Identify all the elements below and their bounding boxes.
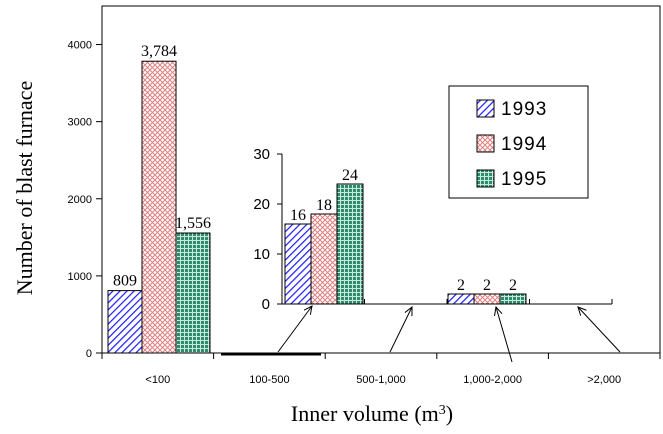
inset-bar-1994-100-500: [310, 213, 338, 305]
legend-swatch-1995: [476, 169, 495, 188]
data-label-1994-<100: 3,784: [141, 43, 177, 60]
bar-1993-<100: [107, 290, 143, 354]
inset-pointer-line: [577, 306, 621, 353]
inset-y-tick-label: 0: [262, 296, 270, 313]
inset-y-tick-label: 30: [253, 146, 270, 163]
legend-swatch-1993: [476, 99, 495, 118]
inset-pointer-arrowhead: [404, 305, 413, 317]
x-tick-label: 1,000-2,000: [463, 374, 522, 386]
inset-pointer-line: [389, 306, 413, 353]
y-tick-label: 0: [86, 348, 92, 360]
inset-pointer-arrowhead: [577, 306, 587, 316]
y-tick-label: 2000: [68, 194, 92, 206]
inset-data-label-1994-1,000-2,000: 2: [483, 277, 491, 294]
inset-bar-1995-1,000-2,000: [499, 293, 527, 305]
x-tick-label: <100: [145, 374, 170, 386]
y-tick-label: 1000: [68, 271, 92, 283]
inset-pointer-line: [277, 305, 313, 353]
inset-pointer-arrowhead: [303, 305, 313, 315]
bar-1994-<100: [141, 60, 177, 354]
inset-data-label-1995-1,000-2,000: 2: [509, 277, 517, 294]
legend-label-1995: 1995: [501, 169, 547, 190]
inset-y-tick-label: 10: [253, 246, 270, 263]
inset-data-label-1993-100-500: 16: [290, 207, 306, 224]
data-label-1995-<100: 1,556: [175, 215, 211, 232]
x-tick-label: 500-1,000: [356, 374, 406, 386]
x-tick-label: 100-500: [249, 374, 289, 386]
legend: [448, 85, 589, 199]
bar-1995-<100: [175, 232, 211, 354]
inset-bar-1993-1,000-2,000: [447, 293, 475, 305]
y-tick-label: 4000: [68, 40, 92, 52]
x-axis-title: Inner volume (m3): [291, 401, 453, 426]
inset-bar-1995-100-500: [336, 183, 364, 305]
y-axis-title: Number of blast furnace: [12, 81, 37, 295]
y-tick-label: 3000: [68, 117, 92, 129]
x-tick-label: >2,000: [587, 374, 621, 386]
inset-y-tick-label: 20: [253, 196, 270, 213]
legend-label-1994: 1994: [501, 134, 547, 155]
inset-pointer-line: [495, 306, 513, 363]
plot-frame: [101, 5, 661, 354]
inset-data-label-1993-1,000-2,000: 2: [457, 277, 465, 294]
inset-data-label-1995-100-500: 24: [342, 167, 358, 184]
data-label-1993-<100: 809: [113, 273, 137, 290]
inset-data-label-1994-100-500: 18: [316, 197, 332, 214]
inset-pointer-arrowhead: [494, 305, 503, 316]
legend-swatch-1994: [476, 134, 495, 153]
inset-bar-1993-100-500: [284, 223, 312, 305]
inset-bar-1994-1,000-2,000: [473, 293, 501, 305]
legend-label-1993: 1993: [501, 99, 547, 120]
